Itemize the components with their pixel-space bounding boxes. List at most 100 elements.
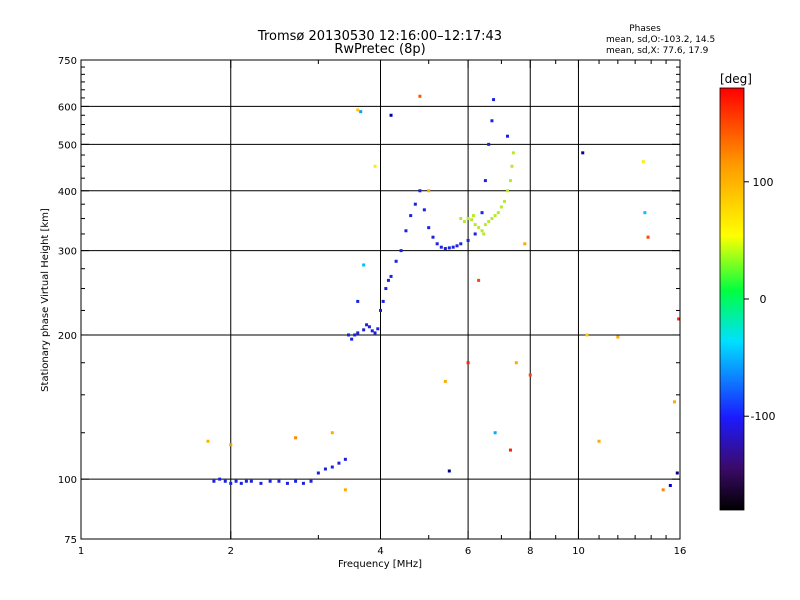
outlier-point xyxy=(675,471,679,475)
data-point xyxy=(451,245,455,249)
data-point xyxy=(480,211,484,215)
colorbar-tick-label: 100 xyxy=(753,176,774,189)
colorbar-tick-label: 0 xyxy=(760,293,767,306)
data-point xyxy=(490,119,494,123)
y-tick-label: 600 xyxy=(58,102,77,113)
y-tick-label: 200 xyxy=(58,331,77,342)
outlier-point xyxy=(661,488,665,492)
data-point xyxy=(413,202,417,206)
data-point xyxy=(502,199,506,203)
stats-heading: Phases xyxy=(629,24,661,34)
data-point xyxy=(301,481,305,485)
data-point xyxy=(492,98,496,102)
outlier-point xyxy=(389,113,393,117)
colorbar-tick-label: -100 xyxy=(751,410,776,423)
outlier-point xyxy=(356,108,360,112)
data-point xyxy=(505,189,509,193)
outlier-point xyxy=(477,278,481,282)
data-point xyxy=(510,164,514,168)
data-point xyxy=(422,208,426,212)
data-point xyxy=(353,333,357,337)
data-point xyxy=(470,218,474,222)
x-tick-label: 6 xyxy=(465,546,471,557)
x-axis-label: Frequency [MHz] xyxy=(338,559,422,570)
data-point xyxy=(508,179,512,183)
data-point xyxy=(404,229,408,233)
data-point xyxy=(435,242,439,246)
outlier-point xyxy=(508,448,512,452)
data-point xyxy=(244,479,248,483)
data-point xyxy=(362,328,366,332)
x-tick-label: 16 xyxy=(674,546,687,557)
data-point xyxy=(350,337,354,341)
data-point xyxy=(367,325,371,329)
data-point xyxy=(455,244,459,248)
outlier-point xyxy=(677,317,681,321)
outlier-point xyxy=(668,483,672,487)
data-point xyxy=(477,226,481,230)
data-point xyxy=(234,479,238,483)
outlier-point xyxy=(418,94,422,98)
data-point xyxy=(294,479,298,483)
data-point xyxy=(459,242,463,246)
data-point xyxy=(466,238,470,242)
data-point xyxy=(409,214,413,218)
outlier-point xyxy=(528,373,532,377)
outlier-point xyxy=(343,488,347,492)
outlier-point xyxy=(493,431,497,435)
x-tick-label: 2 xyxy=(228,546,234,557)
outlier-point xyxy=(229,443,233,447)
data-point xyxy=(376,327,380,331)
data-point xyxy=(399,249,403,253)
data-point xyxy=(487,220,491,224)
data-point xyxy=(418,189,422,193)
outlier-point xyxy=(466,361,470,365)
y-tick-label: 300 xyxy=(58,247,77,258)
outlier-point xyxy=(447,469,451,473)
colorbar-ticks: 100 0 -100 xyxy=(744,176,775,423)
data-point xyxy=(471,214,475,218)
data-point xyxy=(466,217,470,221)
outlier-point xyxy=(294,436,298,440)
outlier-point xyxy=(673,400,677,404)
grid-lines xyxy=(81,60,680,539)
axis-ticks xyxy=(80,59,681,540)
data-point xyxy=(459,217,463,221)
y-tick-label: 100 xyxy=(58,475,77,486)
outlier-point xyxy=(581,151,585,155)
x-tick-label: 10 xyxy=(572,546,585,557)
outlier-point xyxy=(373,164,377,168)
data-point xyxy=(487,142,491,146)
data-point xyxy=(490,217,494,221)
data-point xyxy=(347,333,351,337)
data-point xyxy=(480,229,484,233)
data-point xyxy=(373,331,377,335)
data-point xyxy=(285,481,289,485)
outlier-point xyxy=(514,361,518,365)
outlier-point xyxy=(585,333,589,337)
outlier-point xyxy=(206,439,210,443)
data-point xyxy=(330,465,334,469)
data-point xyxy=(229,481,233,485)
outlier-point xyxy=(643,211,647,215)
y-tick-label: 75 xyxy=(64,535,77,546)
y-tick-label: 400 xyxy=(58,187,77,198)
x-tick-label: 1 xyxy=(78,546,84,557)
outlier-point xyxy=(427,189,431,193)
data-point xyxy=(212,479,216,483)
data-point xyxy=(447,246,451,250)
data-point xyxy=(394,259,398,263)
data-point xyxy=(370,329,374,333)
data-point xyxy=(483,179,487,183)
data-point xyxy=(337,461,341,465)
outlier-point xyxy=(646,235,650,239)
y-axis-label: Stationary phase Virtual Height [km] xyxy=(40,208,51,392)
data-point xyxy=(496,211,500,215)
y-tick-labels: 75 100 200 300 400 500 600 750 xyxy=(58,56,77,546)
stats-line-x: mean, sd,X: 77.6, 17.9 xyxy=(606,46,709,56)
outlier-point xyxy=(330,431,334,435)
data-point xyxy=(277,479,281,483)
data-point xyxy=(356,331,360,335)
data-point xyxy=(343,457,347,461)
